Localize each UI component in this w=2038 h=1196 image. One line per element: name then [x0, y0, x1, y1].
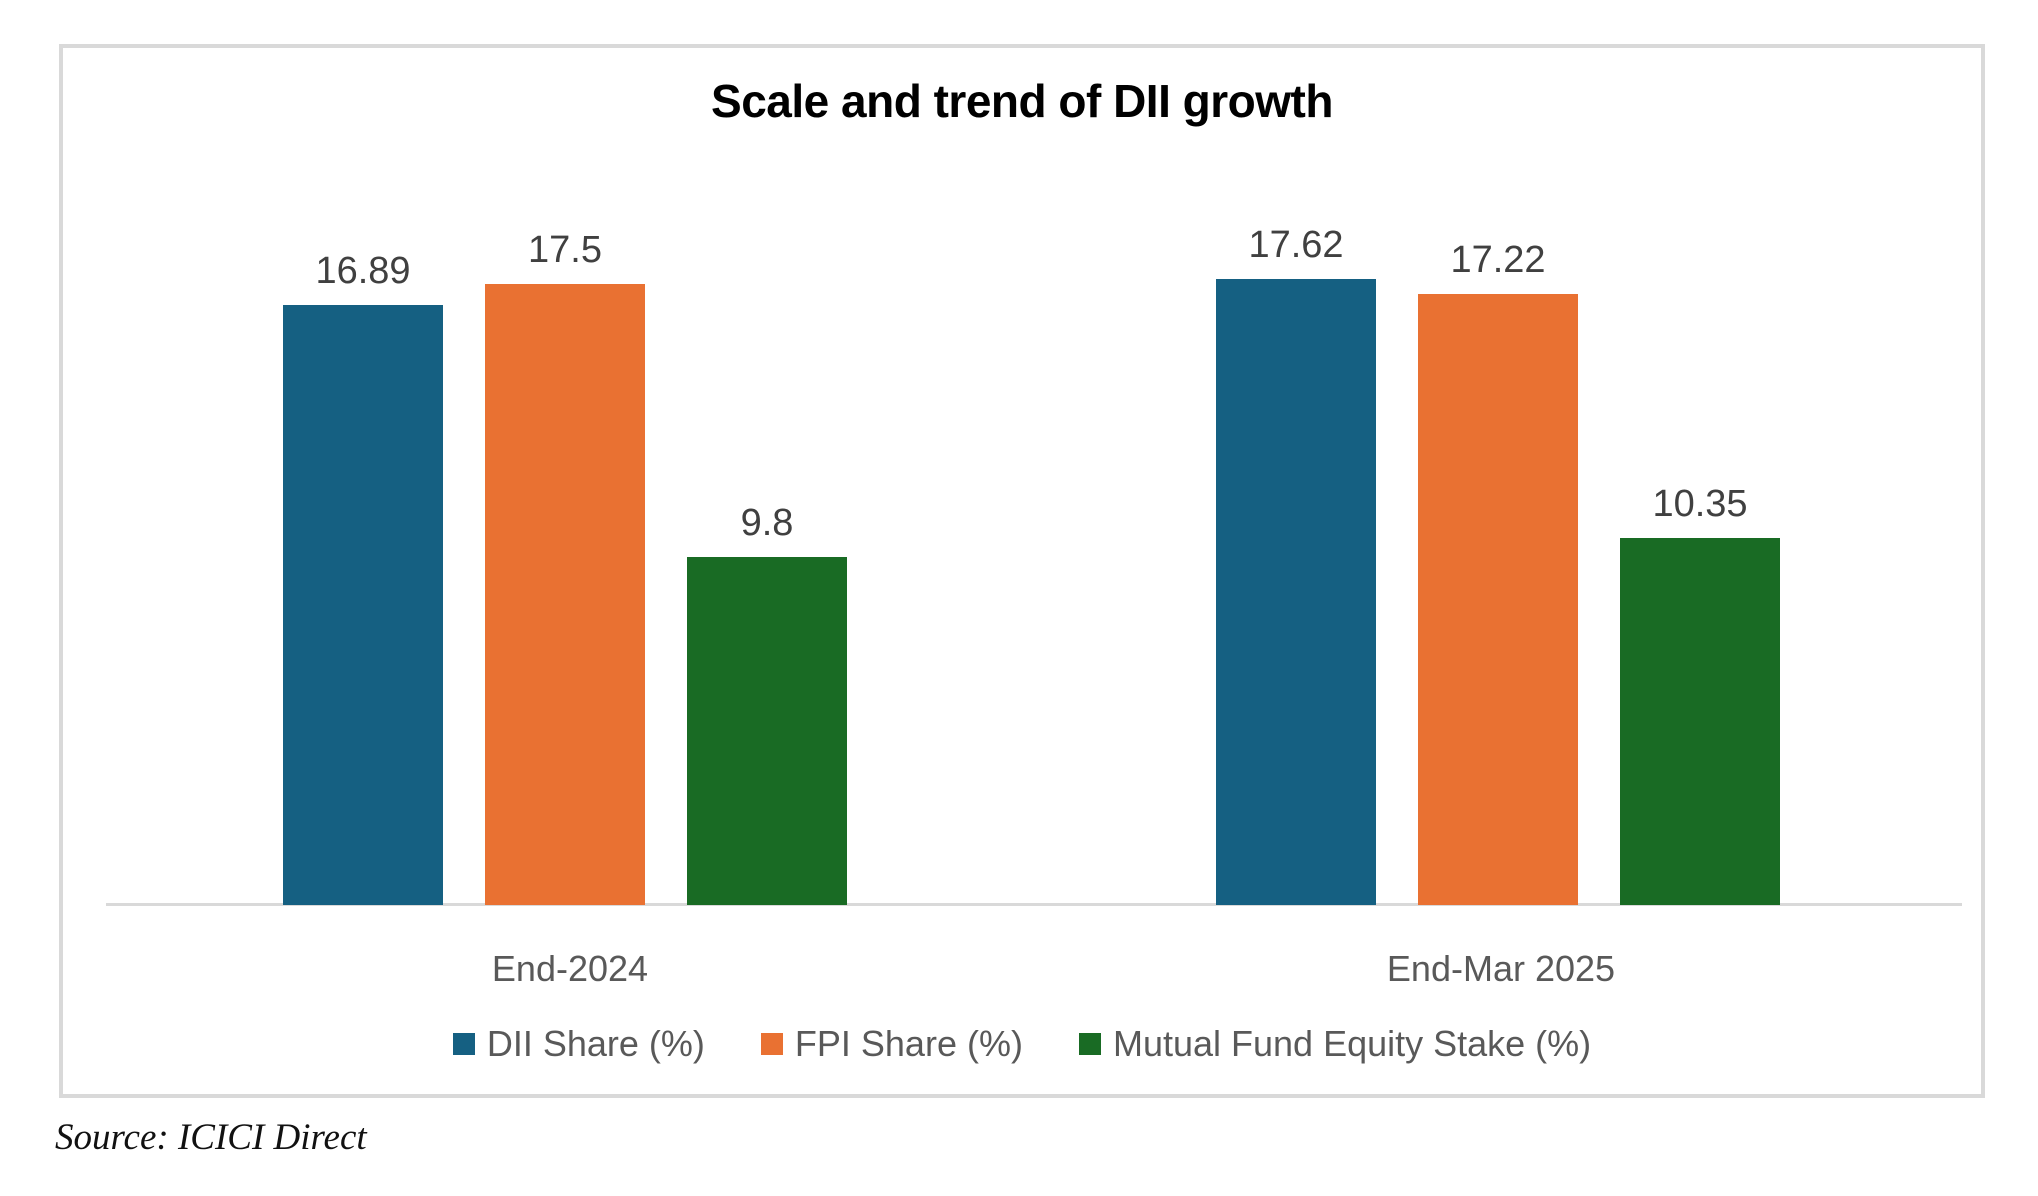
- chart-frame: Scale and trend of DII growth End-2024 E…: [59, 44, 1985, 1098]
- chart-title: Scale and trend of DII growth: [711, 75, 1333, 127]
- bar-fpi-share-end-2024: [485, 284, 645, 905]
- legend-label-mutual-fund-equity-stake: Mutual Fund Equity Stake (%): [1112, 1023, 1592, 1064]
- value-label-mutual-fund-equity-stake-end-mar-2025: 10.35: [1652, 483, 1748, 525]
- legend-swatch-fpi-share: [760, 1033, 783, 1055]
- value-label-dii-share-end-2024: 16.89: [315, 250, 411, 292]
- bar-mutual-fund-equity-stake-end-2024: [687, 557, 847, 905]
- legend-label-dii-share: DII Share (%): [486, 1023, 705, 1064]
- legend-item-mutual-fund-equity-stake: Mutual Fund Equity Stake (%): [1078, 1023, 1592, 1065]
- category-label-end-mar-2025: End-Mar 2025: [1386, 948, 1616, 989]
- x-axis-line: [106, 903, 1962, 906]
- bar-dii-share-end-mar-2025: [1216, 279, 1376, 905]
- legend-swatch-dii-share: [452, 1033, 475, 1055]
- legend-item-dii-share: DII Share (%): [452, 1023, 705, 1065]
- value-label-fpi-share-end-2024: 17.5: [528, 229, 602, 271]
- category-label-end-2024: End-2024: [491, 948, 649, 989]
- legend-label-fpi-share: FPI Share (%): [794, 1023, 1023, 1064]
- value-label-fpi-share-end-mar-2025: 17.22: [1450, 239, 1546, 281]
- legend-item-fpi-share: FPI Share (%): [760, 1023, 1023, 1065]
- bar-mutual-fund-equity-stake-end-mar-2025: [1620, 538, 1780, 905]
- bar-dii-share-end-2024: [283, 305, 443, 905]
- value-label-dii-share-end-mar-2025: 17.62: [1248, 224, 1344, 266]
- legend: DII Share (%) FPI Share (%) Mutual Fund …: [63, 1023, 1981, 1065]
- bar-fpi-share-end-mar-2025: [1418, 294, 1578, 905]
- value-label-mutual-fund-equity-stake-end-2024: 9.8: [740, 502, 794, 544]
- source-note: Source: ICICI Direct: [55, 1117, 367, 1158]
- legend-swatch-mutual-fund-equity-stake: [1078, 1033, 1101, 1055]
